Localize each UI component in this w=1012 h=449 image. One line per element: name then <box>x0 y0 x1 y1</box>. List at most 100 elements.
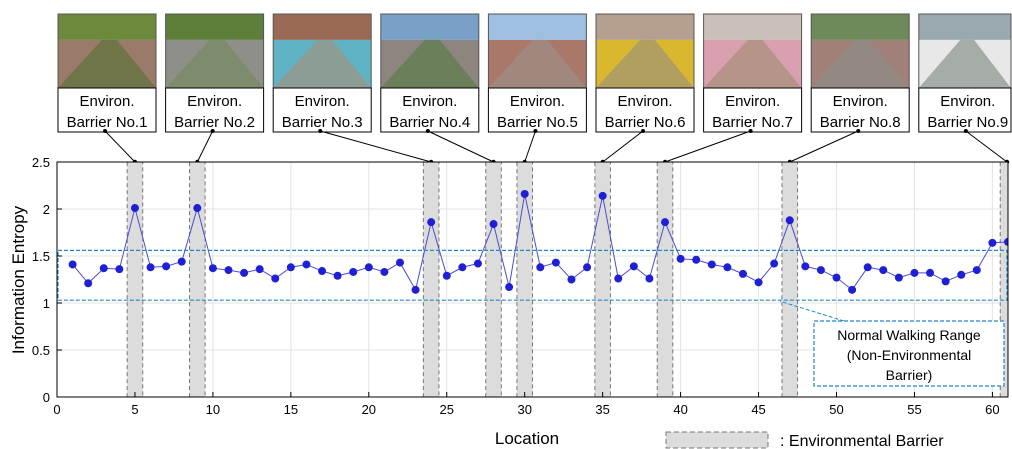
barrier-card-4: Environ. Barrier No.4 <box>380 13 496 165</box>
barrier-card-2: Environ. Barrier No.2 <box>165 13 265 165</box>
brick-path-bird-photo-sky <box>165 14 264 40</box>
x-tick-label: 10 <box>206 402 220 417</box>
x-tick-label: 0 <box>53 402 60 417</box>
data-point <box>816 266 825 275</box>
data-point <box>395 258 404 267</box>
normal-range-label-line: (Non-Environmental <box>847 347 972 363</box>
data-point <box>130 204 139 213</box>
y-tick-label: 2 <box>43 202 50 217</box>
data-point <box>567 275 576 284</box>
barrier-card-8: Environ. Barrier No.8 <box>787 13 910 165</box>
barrier-label-box <box>703 87 803 133</box>
barrier-label-line1: Environ. <box>402 93 457 110</box>
data-point <box>676 254 685 263</box>
x-tick-label: 25 <box>440 402 454 417</box>
barrier-leader-line <box>789 130 859 163</box>
x-tick-label: 15 <box>284 402 298 417</box>
legend-label: : Environmental Barrier <box>780 433 944 449</box>
x-tick-label: 35 <box>595 402 609 417</box>
barrier-band <box>999 162 1008 397</box>
data-point <box>177 257 186 266</box>
barrier-band <box>126 162 144 397</box>
barrier-label-box <box>272 87 372 133</box>
brick-path-bird-photo-path <box>165 39 264 88</box>
barrier-card-7: Environ. Barrier No.7 <box>662 13 803 165</box>
trash-pile-photo-sky <box>703 14 802 40</box>
data-point <box>68 260 77 269</box>
barrier-band <box>594 162 611 397</box>
data-point <box>832 273 841 282</box>
barrier-card-3: Environ. Barrier No.3 <box>272 13 434 165</box>
street-trees-photo-path <box>380 39 479 88</box>
data-point <box>255 265 264 274</box>
barrier-band <box>422 162 440 397</box>
data-point <box>583 263 592 272</box>
barrier-leader-line <box>320 130 432 163</box>
barrier-leader-line <box>104 130 136 163</box>
data-point <box>162 262 171 271</box>
data-point <box>302 260 311 269</box>
y-tick-label: 1 <box>43 296 50 311</box>
barrier-photos: Environ. Barrier No.1 Environ. Barrier No.2… <box>57 13 1012 165</box>
data-point <box>972 266 981 275</box>
tactile-paving-photo-sky <box>596 14 694 40</box>
x-tick-label: 5 <box>131 402 138 417</box>
tactile-paving-photo-path <box>596 39 694 88</box>
data-point <box>442 271 451 280</box>
data-point <box>380 267 389 276</box>
barrier-leader-line <box>427 130 494 163</box>
curved-sidewalk-photo-sky <box>811 14 910 40</box>
x-tick-label: 40 <box>673 402 687 417</box>
data-point <box>754 278 763 287</box>
data-point <box>84 279 93 288</box>
leader-start-dot <box>103 129 108 133</box>
data-point <box>146 263 155 272</box>
y-tick-label: 0.5 <box>32 343 50 358</box>
data-point <box>349 267 358 276</box>
pool-edge-photo-sky <box>273 14 372 40</box>
data-point <box>598 191 607 200</box>
x-axis-label: Location <box>495 429 559 448</box>
barrier-band <box>189 162 206 397</box>
barrier-leader-line <box>524 130 536 163</box>
barrier-label-line1: Environ. <box>79 93 134 110</box>
barrier-leader-line <box>965 130 1008 163</box>
data-point <box>193 204 202 213</box>
data-point <box>988 238 997 247</box>
barrier-label-box <box>165 87 265 133</box>
data-point <box>520 189 529 198</box>
barrier-label-line1: Environ. <box>295 93 350 110</box>
data-point <box>458 263 467 272</box>
barrier-label-box <box>487 87 587 133</box>
barrier-label-box <box>57 87 157 133</box>
barrier-label-line2: Barrier No.9 <box>927 114 1008 131</box>
x-tick-label: 30 <box>517 402 531 417</box>
data-point <box>536 263 545 272</box>
barrier-leader-line <box>196 130 214 163</box>
data-point <box>801 262 810 271</box>
barrier-label-line1: Environ. <box>940 93 995 110</box>
barrier-label-box <box>918 87 1012 133</box>
data-point <box>489 220 498 229</box>
data-point <box>411 285 420 294</box>
leader-start-dot <box>963 129 968 133</box>
data-point <box>926 268 935 277</box>
data-point <box>645 274 654 283</box>
data-point <box>770 259 779 268</box>
normal-range-label-line: Normal Walking Range <box>837 327 981 343</box>
barrier-band <box>485 162 502 397</box>
y-axis-label: Information Entropy <box>9 205 28 354</box>
data-point <box>99 264 108 273</box>
data-point <box>785 216 794 225</box>
data-point <box>551 258 560 267</box>
barrier-label-line2: Barrier No.8 <box>820 114 901 131</box>
data-point <box>957 270 966 279</box>
data-point <box>738 269 747 278</box>
barrier-leader-line <box>664 130 751 163</box>
data-point <box>505 283 514 292</box>
data-point <box>707 260 716 269</box>
data-point <box>910 268 919 277</box>
barrier-label-line2: Barrier No.1 <box>67 114 148 131</box>
leader-start-dot <box>318 129 323 133</box>
data-point <box>848 285 857 294</box>
